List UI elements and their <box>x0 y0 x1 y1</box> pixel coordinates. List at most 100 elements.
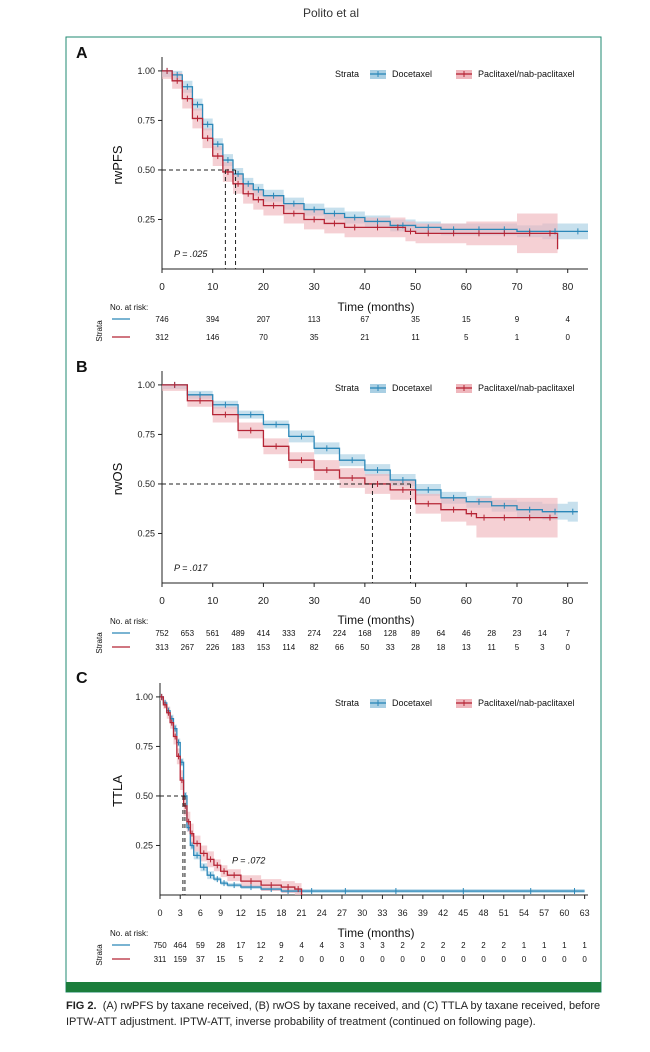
risk-count: 0 <box>380 955 385 964</box>
risk-count: 752 <box>155 629 169 638</box>
ci-band-docetaxel <box>160 696 585 894</box>
x-tick-label: 51 <box>499 908 509 918</box>
y-tick-label: 0.50 <box>137 165 155 175</box>
x-tick-label: 24 <box>317 908 327 918</box>
risk-count: 15 <box>462 315 471 324</box>
x-tick-label: 80 <box>562 596 574 607</box>
risk-count: 128 <box>384 629 398 638</box>
risk-count: 2 <box>400 941 405 950</box>
x-tick-label: 54 <box>519 908 529 918</box>
y-tick-label: 1.00 <box>137 66 155 76</box>
x-tick-label: 3 <box>178 908 183 918</box>
risk-count: 333 <box>282 629 296 638</box>
legend-title: Strata <box>335 69 359 79</box>
risk-count: 274 <box>307 629 321 638</box>
y-tick-label: 0.75 <box>137 429 155 439</box>
x-axis-label: Time (months) <box>338 926 415 940</box>
x-tick-label: 30 <box>357 908 367 918</box>
caption-text: (A) rwPFS by taxane received, (B) rwOS b… <box>66 1000 601 1028</box>
x-tick-label: 42 <box>438 908 448 918</box>
risk-count: 159 <box>174 955 188 964</box>
x-axis-label: Time (months) <box>338 613 415 627</box>
y-tick-label: 1.00 <box>135 692 153 702</box>
risk-count: 17 <box>236 941 245 950</box>
risk-count: 67 <box>360 315 369 324</box>
risk-count: 9 <box>279 941 284 950</box>
x-tick-label: 50 <box>410 282 422 293</box>
x-tick-label: 50 <box>410 596 422 607</box>
x-tick-label: 60 <box>461 282 473 293</box>
x-tick-label: 9 <box>218 908 223 918</box>
risk-count: 0 <box>565 643 570 652</box>
risk-count: 3 <box>340 941 345 950</box>
risk-count: 2 <box>502 941 507 950</box>
ci-band-paclitaxel <box>160 696 302 895</box>
y-axis-label: rwOS <box>110 462 125 495</box>
km-curve-docetaxel <box>162 384 578 513</box>
ci-band-paclitaxel <box>162 384 558 538</box>
risk-count: 21 <box>360 333 369 342</box>
risk-count: 5 <box>464 333 469 342</box>
risk-count: 414 <box>257 629 271 638</box>
risk-count: 0 <box>360 955 365 964</box>
risk-count: 14 <box>538 629 547 638</box>
risk-count: 3 <box>380 941 385 950</box>
x-tick-label: 40 <box>359 282 371 293</box>
x-tick-label: 57 <box>539 908 549 918</box>
panel-letter: B <box>76 359 88 376</box>
risk-count: 13 <box>462 643 471 652</box>
x-tick-label: 21 <box>297 908 307 918</box>
risk-count: 1 <box>542 941 547 950</box>
risk-count: 23 <box>513 629 522 638</box>
x-tick-label: 60 <box>461 596 473 607</box>
x-tick-label: 39 <box>418 908 428 918</box>
risk-count: 2 <box>461 941 466 950</box>
risk-strata-label: Strata <box>95 944 104 966</box>
risk-count: 113 <box>308 315 321 324</box>
risk-count: 0 <box>565 333 570 342</box>
risk-count: 224 <box>333 629 347 638</box>
x-tick-label: 60 <box>559 908 569 918</box>
risk-count: 37 <box>196 955 205 964</box>
risk-count: 15 <box>216 955 225 964</box>
x-tick-label: 30 <box>309 282 321 293</box>
risk-count: 394 <box>206 315 220 324</box>
risk-count: 267 <box>181 643 195 652</box>
panel-c: C0.250.500.751.000 3 6 9 12 15 18 21 24 27 30 33 36 3… <box>76 670 590 966</box>
x-tick-label: 27 <box>337 908 347 918</box>
y-tick-label: 0.75 <box>137 115 155 125</box>
p-value: P = .017 <box>174 563 208 573</box>
risk-count: 4 <box>320 941 325 950</box>
p-value: P = .025 <box>174 249 208 259</box>
risk-count: 33 <box>386 643 395 652</box>
risk-count: 35 <box>411 315 420 324</box>
risk-count: 1 <box>582 941 587 950</box>
risk-count: 18 <box>436 643 445 652</box>
panel-letter: C <box>76 670 88 687</box>
risk-count: 1 <box>515 333 520 342</box>
km-curve-paclitaxel <box>160 696 303 895</box>
page-header: Polito et al <box>303 6 359 20</box>
x-tick-label: 80 <box>562 282 574 293</box>
risk-table-title: No. at risk: <box>110 617 148 626</box>
y-tick-label: 0.25 <box>137 214 155 224</box>
risk-strata-label: Strata <box>95 320 104 342</box>
y-tick-label: 0.75 <box>135 741 153 751</box>
x-tick-label: 20 <box>258 282 270 293</box>
risk-table-title: No. at risk: <box>110 303 148 312</box>
risk-count: 0 <box>502 955 507 964</box>
risk-count: 11 <box>487 643 496 652</box>
risk-count: 66 <box>335 643 344 652</box>
risk-count: 561 <box>206 629 220 638</box>
risk-count: 746 <box>155 315 169 324</box>
risk-count: 11 <box>411 333 420 342</box>
risk-table-title: No. at risk: <box>110 929 148 938</box>
risk-count: 1 <box>562 941 567 950</box>
risk-count: 9 <box>515 315 520 324</box>
risk-count: 4 <box>299 941 304 950</box>
legend-title: Strata <box>335 383 359 393</box>
x-tick-label: 10 <box>207 596 219 607</box>
risk-count: 183 <box>231 643 245 652</box>
risk-count: 153 <box>257 643 271 652</box>
